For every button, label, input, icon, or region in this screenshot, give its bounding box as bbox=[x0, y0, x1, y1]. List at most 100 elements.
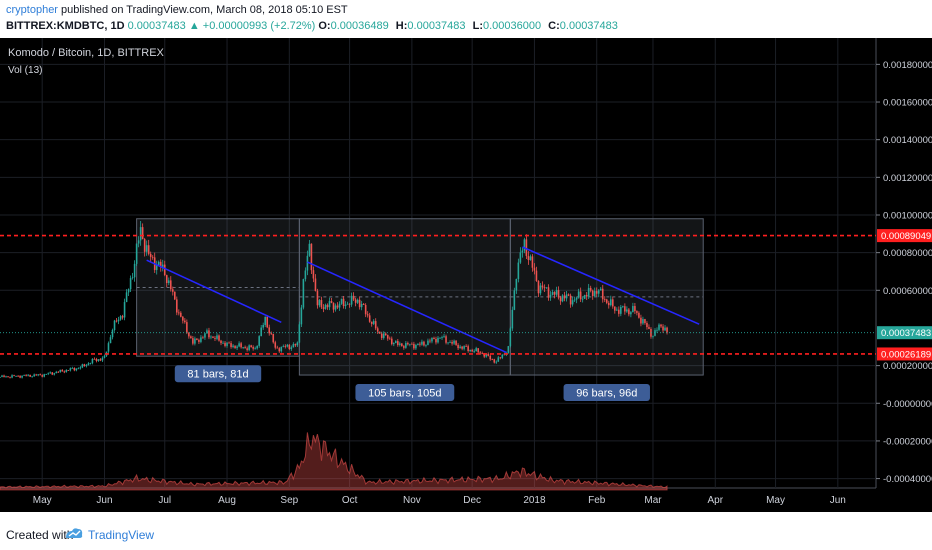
candle-body bbox=[256, 345, 258, 349]
date-range-label-bg bbox=[563, 384, 650, 402]
candle-body bbox=[73, 368, 76, 371]
candle-body bbox=[569, 295, 572, 305]
candle-body bbox=[290, 347, 293, 350]
candle-body bbox=[585, 295, 588, 297]
candle-body bbox=[81, 364, 84, 368]
candle-body bbox=[662, 326, 664, 331]
candle-body bbox=[591, 290, 594, 297]
support-price-label: 0.00026189 bbox=[881, 349, 931, 360]
time-tick-label: Sep bbox=[280, 495, 298, 506]
candle-body bbox=[622, 306, 624, 308]
candle-body bbox=[137, 240, 140, 244]
candle-body bbox=[553, 292, 556, 295]
candle-body bbox=[202, 337, 204, 339]
candle-body bbox=[97, 359, 100, 361]
candle-body bbox=[274, 342, 277, 348]
candle-body bbox=[372, 321, 375, 324]
price-tick-label: 0.00080000 bbox=[883, 248, 932, 259]
candle-body bbox=[176, 299, 178, 313]
publish-info: cryptopher published on TradingView.com,… bbox=[6, 4, 348, 16]
trendline bbox=[522, 246, 700, 325]
candle-body bbox=[208, 330, 210, 338]
candle-body bbox=[17, 375, 19, 377]
candle-body bbox=[539, 285, 542, 294]
candle-body bbox=[210, 336, 212, 338]
candle-body bbox=[437, 337, 439, 343]
candle-body bbox=[601, 288, 604, 300]
candle-body bbox=[579, 291, 582, 300]
chart-footer: Created with TradingView bbox=[0, 512, 932, 550]
candle-body bbox=[298, 324, 301, 343]
candle-body bbox=[607, 302, 610, 306]
candle-body bbox=[489, 355, 492, 360]
candle-body bbox=[521, 250, 524, 253]
candle-body bbox=[533, 267, 536, 271]
candle-body bbox=[459, 346, 461, 349]
price-axis-area bbox=[876, 38, 932, 512]
candle-body bbox=[135, 243, 138, 264]
candle-body bbox=[425, 344, 427, 346]
candle-body bbox=[620, 307, 622, 314]
author-link[interactable]: cryptopher bbox=[6, 4, 58, 16]
candle-body bbox=[519, 252, 522, 263]
candle-body bbox=[228, 342, 230, 344]
candle-body bbox=[427, 340, 429, 345]
candle-body bbox=[89, 363, 92, 364]
price-chart[interactable]: 0.00180000 0.00160000 0.00140000 0.00120000… bbox=[0, 38, 932, 512]
candle-body bbox=[527, 255, 530, 261]
candle-body bbox=[368, 315, 371, 322]
price-tick-label: 0.00120000 bbox=[883, 173, 932, 184]
date-range-label-bg bbox=[174, 365, 262, 383]
candle-body bbox=[133, 263, 136, 278]
candle-body bbox=[547, 287, 550, 298]
candle-body bbox=[139, 227, 142, 241]
candle-body bbox=[109, 337, 112, 344]
candle-body bbox=[495, 361, 498, 363]
price-tick-label: 0.00060000 bbox=[883, 286, 932, 297]
candle-body bbox=[481, 353, 484, 355]
candle-body bbox=[549, 294, 552, 298]
candle-body bbox=[326, 304, 329, 308]
candle-body bbox=[65, 369, 68, 373]
tradingview-logo-icon[interactable] bbox=[64, 526, 84, 540]
candle-body bbox=[206, 330, 208, 334]
candle-body bbox=[248, 345, 250, 350]
candle-body bbox=[597, 290, 600, 294]
candle-body bbox=[571, 300, 574, 305]
candle-body bbox=[107, 343, 110, 352]
chart-header: cryptopher published on TradingView.com,… bbox=[0, 0, 932, 38]
candle-body bbox=[216, 335, 218, 339]
candle-body bbox=[611, 299, 614, 307]
candle-body bbox=[324, 304, 327, 309]
candle-body bbox=[111, 329, 114, 338]
resistance-price-label-bg bbox=[877, 229, 932, 243]
candle-body bbox=[652, 335, 654, 337]
candle-body bbox=[318, 300, 321, 306]
candle-body bbox=[49, 372, 52, 374]
candle-body bbox=[447, 342, 449, 344]
candle-body bbox=[577, 291, 580, 298]
candle-body bbox=[441, 337, 443, 339]
price-tick-label: -0.00020000 bbox=[883, 436, 932, 447]
candle-body bbox=[220, 340, 222, 344]
candle-body bbox=[567, 294, 570, 296]
candle-body bbox=[171, 289, 174, 292]
tradingview-brand-link[interactable]: TradingView bbox=[88, 528, 155, 542]
candle-body bbox=[222, 342, 224, 344]
last-price-label: 0.00037483 bbox=[881, 328, 931, 339]
candle-body bbox=[29, 374, 31, 377]
candle-body bbox=[37, 374, 39, 376]
candle-body bbox=[551, 292, 554, 295]
candle-body bbox=[334, 305, 337, 310]
price-tick-label: -0.00040000 bbox=[883, 474, 932, 485]
candle-body bbox=[292, 344, 295, 348]
candle-body bbox=[557, 290, 560, 298]
candle-body bbox=[39, 374, 41, 376]
candle-body bbox=[250, 345, 252, 348]
candle-body bbox=[328, 301, 331, 308]
support-price-label-bg bbox=[877, 347, 932, 361]
candle-body bbox=[471, 349, 473, 352]
candle-body bbox=[212, 336, 214, 338]
candle-body bbox=[41, 375, 43, 377]
candle-body bbox=[467, 346, 469, 351]
